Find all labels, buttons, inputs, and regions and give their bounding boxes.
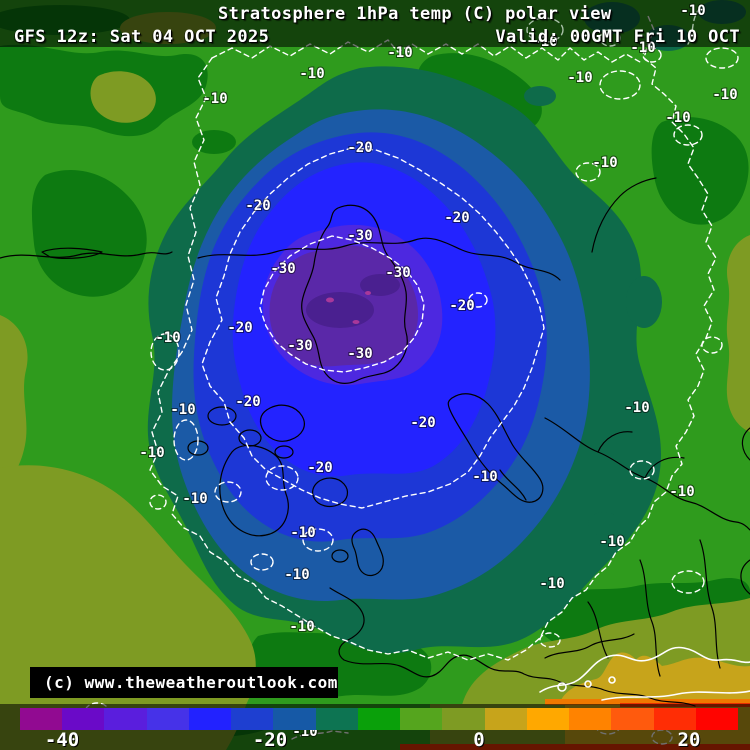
contour-label: -20 — [444, 210, 469, 226]
contour-zero — [539, 646, 750, 701]
colorbar-segment — [273, 708, 316, 730]
contour-label: -10 — [624, 400, 649, 416]
contour-label: -30 — [347, 228, 372, 244]
copyright-watermark: (c) www.theweatheroutlook.com — [30, 667, 338, 698]
colorbar-tick: -20 — [252, 729, 288, 750]
colorbar-segment — [357, 708, 401, 730]
magenta-speck — [365, 291, 371, 295]
contour-label: -10 — [472, 469, 497, 485]
colorbar-segment — [231, 708, 274, 730]
contour-label: -10 — [387, 45, 412, 61]
zone-teal-patch — [626, 276, 662, 328]
colorbar-segment — [526, 708, 570, 730]
colorbar-segment — [695, 708, 738, 730]
contour-label: -10 — [567, 70, 592, 86]
colorbar-segment — [400, 708, 443, 730]
contour-label: -10 — [170, 402, 195, 418]
contour-label: -20 — [227, 320, 252, 336]
contour-label: -10 — [630, 40, 655, 56]
colorbar-segment — [104, 708, 147, 730]
contour-label: -10 — [532, 34, 557, 50]
colorbar-segment — [569, 708, 612, 730]
contour-label: -10 — [202, 91, 227, 107]
model-run-label: GFS 12z: Sat 04 OCT 2025 — [14, 27, 270, 47]
contour-label: -10 — [139, 445, 164, 461]
colorbar-segment — [62, 708, 105, 730]
colorbar-tick: 0 — [473, 729, 485, 750]
contour-label: -10 — [669, 484, 694, 500]
zone-teal-patch — [524, 86, 556, 106]
contour-label: -10 — [289, 619, 314, 635]
contour-label: -30 — [287, 338, 312, 354]
contour-label: -30 — [270, 261, 295, 277]
valid-time-label: Valid: 00GMT Fri 10 OCT — [495, 27, 740, 47]
zone-purple-dark — [306, 292, 374, 328]
contour-label: -10 — [665, 110, 690, 126]
band-contour-fragments — [526, 7, 701, 47]
contour-label: -30 — [385, 265, 410, 281]
contour-label: -20 — [245, 198, 270, 214]
zone-teal-patch — [588, 512, 620, 536]
contour-label: -30 — [347, 346, 372, 362]
colorbar-tick: 20 — [677, 729, 701, 750]
contour-label: -20 — [449, 298, 474, 314]
contour-label: -10 — [182, 491, 207, 507]
colorbar — [20, 708, 738, 730]
colorbar-segment — [188, 708, 232, 730]
colorbar-segment — [484, 708, 527, 730]
contour-label: -20 — [410, 415, 435, 431]
colorbar-segment — [442, 708, 485, 730]
colorbar-segment — [611, 708, 654, 730]
zone-purple-dark — [360, 274, 400, 296]
contour-labels: -10 -10 -10 -10 -10 -10 -10 -10 -10 -10 -10 -10 -10 -… — [138, 2, 738, 741]
contour-label: -20 — [235, 394, 260, 410]
contour-minus20 — [201, 147, 545, 509]
colorbar-segment — [315, 708, 358, 730]
contour-label: -10 — [592, 155, 617, 171]
coastlines — [0, 177, 750, 707]
contour-label: -10 — [155, 330, 180, 346]
contour-label: -10 — [299, 66, 324, 82]
contour-label: -10 — [599, 534, 624, 550]
contour-label: -10 — [290, 525, 315, 541]
magenta-speck — [352, 320, 360, 324]
contour-label: -10 — [712, 87, 737, 103]
contour-label: -10 — [284, 567, 309, 583]
contour-minus30 — [259, 235, 425, 373]
colorbar-segment — [20, 708, 63, 730]
top-dark-band — [0, 0, 750, 47]
colorbar-segment — [653, 708, 696, 730]
contour-label: -20 — [347, 140, 372, 156]
page-title: Stratosphere 1hPa temp (C) polar view — [218, 4, 612, 24]
contour-label: -10 — [539, 576, 564, 592]
colorbar-tick: -40 — [44, 729, 80, 750]
contour-label: -10 — [680, 3, 705, 19]
contour-label: -20 — [307, 460, 332, 476]
magenta-speck — [326, 297, 334, 303]
colorbar-segment — [146, 708, 189, 730]
